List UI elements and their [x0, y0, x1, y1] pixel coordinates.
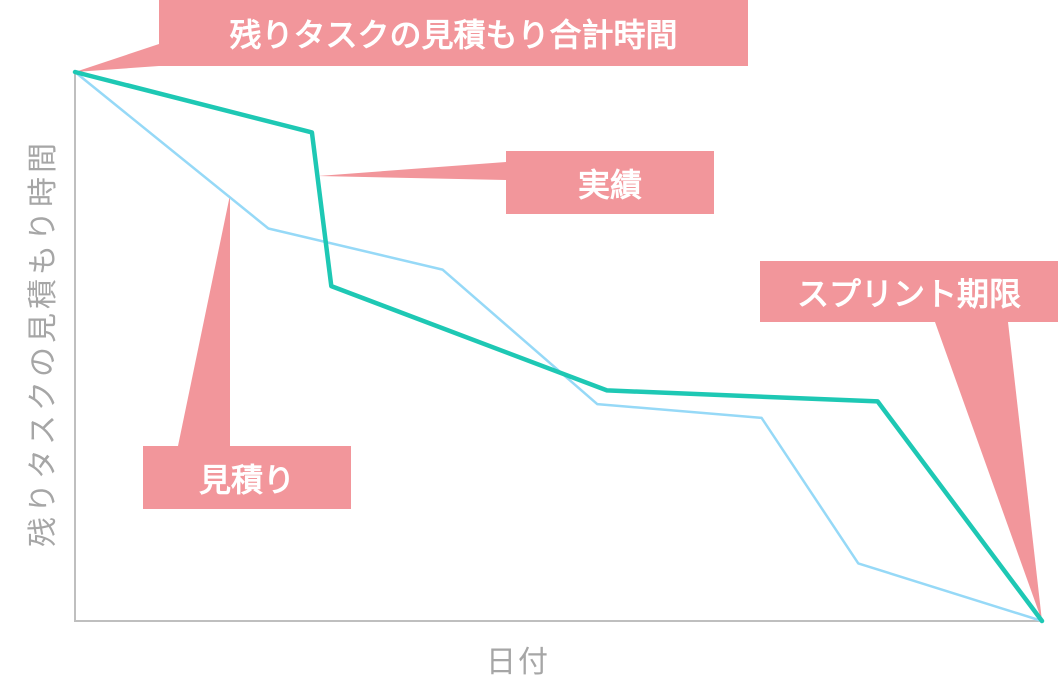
series-layer	[72, 69, 1045, 624]
pointer-estimate	[178, 195, 230, 446]
callout-actual: 実績	[506, 151, 714, 214]
callout-pointers	[75, 44, 1042, 621]
callout-total-estimate: 残りタスクの見積もり合計時間	[159, 0, 748, 66]
series-line-estimate	[73, 70, 1044, 623]
callout-estimate: 見積り	[143, 446, 351, 509]
x-axis-label: 日付	[486, 645, 550, 680]
callout-sprint-deadline: スプリント期限	[760, 261, 1058, 322]
y-axis-label: 残りタスクの見積もり時間	[26, 139, 61, 547]
axes	[74, 70, 1042, 622]
pointer-actual	[318, 162, 506, 180]
series-line-actual	[72, 69, 1045, 624]
pointer-sprint-deadline	[935, 322, 1042, 621]
pointer-total-estimate	[75, 44, 159, 72]
